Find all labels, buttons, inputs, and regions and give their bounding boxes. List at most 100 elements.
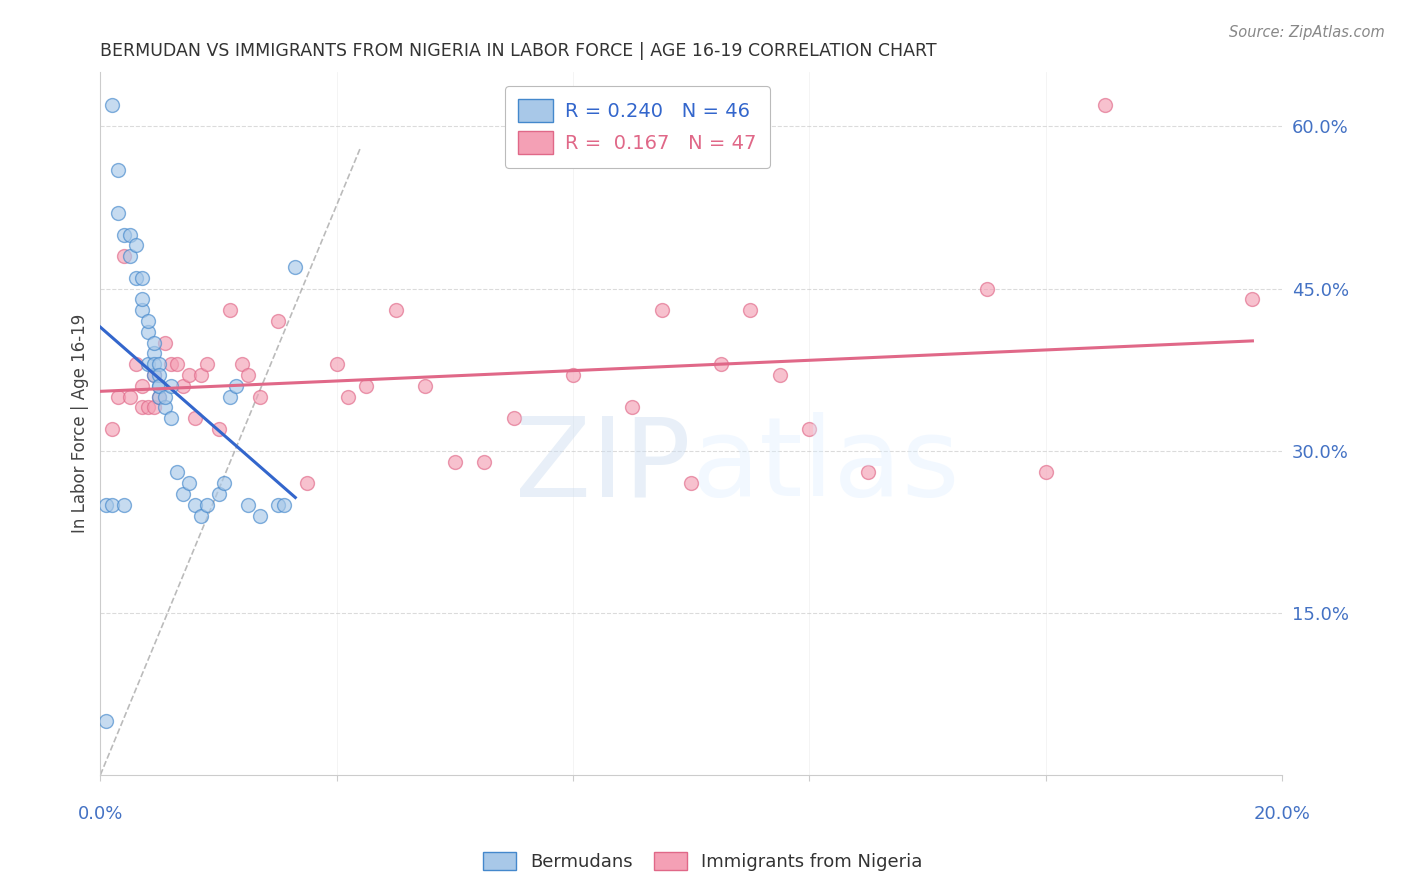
Point bbox=[195, 357, 218, 371]
Point bbox=[214, 476, 236, 491]
Point bbox=[155, 390, 177, 404]
Point bbox=[190, 368, 212, 382]
Point bbox=[142, 368, 165, 382]
Point bbox=[131, 401, 153, 415]
Point bbox=[96, 498, 118, 512]
Text: 20.0%: 20.0% bbox=[1254, 805, 1310, 823]
Point bbox=[249, 508, 271, 523]
Point bbox=[107, 162, 129, 177]
Point bbox=[125, 357, 148, 371]
Point bbox=[160, 357, 183, 371]
Point bbox=[207, 487, 229, 501]
Point bbox=[681, 476, 703, 491]
Point bbox=[148, 390, 170, 404]
Point bbox=[562, 368, 585, 382]
Point bbox=[710, 357, 733, 371]
Point bbox=[148, 379, 170, 393]
Point bbox=[101, 98, 124, 112]
Point bbox=[131, 293, 153, 307]
Point bbox=[207, 422, 229, 436]
Point bbox=[295, 476, 318, 491]
Point bbox=[142, 357, 165, 371]
Point bbox=[155, 335, 177, 350]
Point bbox=[976, 282, 998, 296]
Point bbox=[236, 368, 259, 382]
Point bbox=[236, 498, 259, 512]
Text: 0.0%: 0.0% bbox=[77, 805, 124, 823]
Point bbox=[131, 303, 153, 318]
Point bbox=[142, 346, 165, 360]
Point bbox=[136, 357, 159, 371]
Point bbox=[184, 411, 207, 425]
Point bbox=[172, 487, 194, 501]
Point bbox=[142, 401, 165, 415]
Point bbox=[136, 401, 159, 415]
Text: atlas: atlas bbox=[692, 412, 960, 519]
Point bbox=[142, 368, 165, 382]
Point bbox=[266, 314, 288, 328]
Point bbox=[266, 498, 288, 512]
Point bbox=[284, 260, 307, 274]
Legend: R = 0.240   N = 46, R =  0.167   N = 47: R = 0.240 N = 46, R = 0.167 N = 47 bbox=[505, 86, 770, 168]
Point bbox=[125, 238, 148, 252]
Point bbox=[112, 249, 135, 263]
Point bbox=[101, 422, 124, 436]
Text: ZIP: ZIP bbox=[516, 412, 692, 519]
Point bbox=[231, 357, 253, 371]
Point bbox=[172, 379, 194, 393]
Point bbox=[107, 206, 129, 220]
Point bbox=[621, 401, 644, 415]
Point bbox=[160, 379, 183, 393]
Point bbox=[219, 303, 242, 318]
Point bbox=[96, 714, 118, 728]
Point bbox=[160, 411, 183, 425]
Point bbox=[651, 303, 673, 318]
Point bbox=[190, 508, 212, 523]
Point bbox=[195, 498, 218, 512]
Point bbox=[1094, 98, 1116, 112]
Point bbox=[413, 379, 436, 393]
Point bbox=[107, 390, 129, 404]
Point bbox=[769, 368, 792, 382]
Text: BERMUDAN VS IMMIGRANTS FROM NIGERIA IN LABOR FORCE | AGE 16-19 CORRELATION CHART: BERMUDAN VS IMMIGRANTS FROM NIGERIA IN L… bbox=[100, 42, 936, 60]
Point bbox=[166, 357, 188, 371]
Text: Source: ZipAtlas.com: Source: ZipAtlas.com bbox=[1229, 25, 1385, 40]
Point bbox=[101, 498, 124, 512]
Point bbox=[142, 335, 165, 350]
Point bbox=[112, 227, 135, 242]
Point bbox=[1035, 465, 1057, 479]
Point bbox=[112, 498, 135, 512]
Point bbox=[131, 379, 153, 393]
Point bbox=[118, 390, 141, 404]
Point bbox=[503, 411, 526, 425]
Legend: Bermudans, Immigrants from Nigeria: Bermudans, Immigrants from Nigeria bbox=[477, 845, 929, 879]
Point bbox=[148, 357, 170, 371]
Point bbox=[155, 401, 177, 415]
Point bbox=[858, 465, 880, 479]
Point bbox=[177, 368, 200, 382]
Point bbox=[337, 390, 360, 404]
Point bbox=[177, 476, 200, 491]
Point bbox=[118, 227, 141, 242]
Point bbox=[740, 303, 762, 318]
Point bbox=[799, 422, 821, 436]
Point bbox=[273, 498, 295, 512]
Point bbox=[148, 368, 170, 382]
Y-axis label: In Labor Force | Age 16-19: In Labor Force | Age 16-19 bbox=[72, 314, 89, 533]
Point bbox=[474, 454, 496, 468]
Point bbox=[249, 390, 271, 404]
Point bbox=[384, 303, 406, 318]
Point bbox=[118, 249, 141, 263]
Point bbox=[184, 498, 207, 512]
Point bbox=[125, 270, 148, 285]
Point bbox=[131, 270, 153, 285]
Point bbox=[443, 454, 465, 468]
Point bbox=[219, 390, 242, 404]
Point bbox=[325, 357, 347, 371]
Point bbox=[354, 379, 377, 393]
Point bbox=[136, 314, 159, 328]
Point bbox=[148, 390, 170, 404]
Point bbox=[225, 379, 247, 393]
Point bbox=[1241, 293, 1264, 307]
Point bbox=[136, 325, 159, 339]
